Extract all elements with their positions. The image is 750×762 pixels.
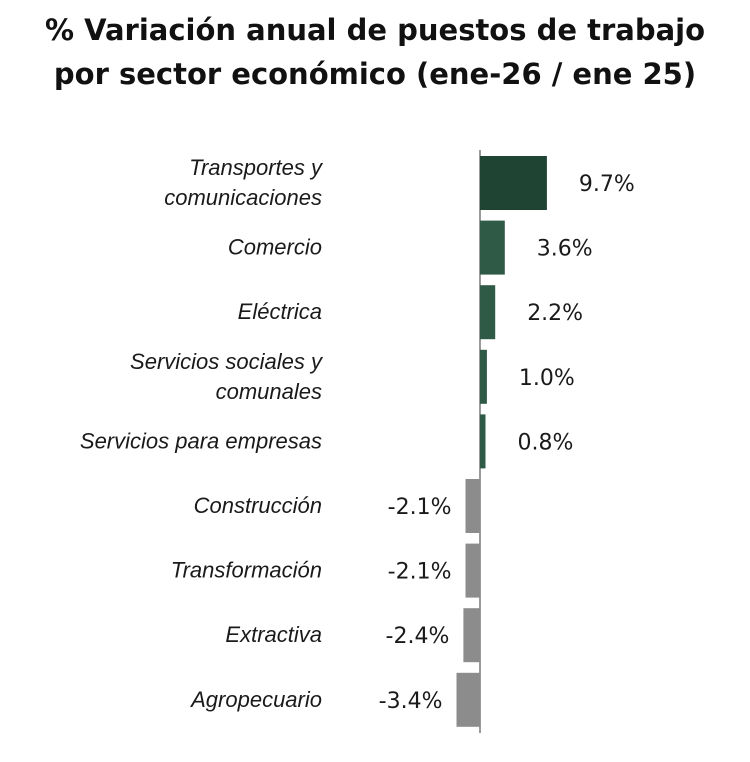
category-label-1-line-0: Comercio [228,235,322,260]
category-label-3-line-0: Servicios sociales y [130,349,324,374]
bar-1 [480,220,505,275]
value-label-1: 3.6% [537,237,593,262]
category-label-2-line-0: Eléctrica [238,299,322,324]
bar-2 [480,285,496,340]
category-label-0-line-1: comunicaciones [164,185,322,210]
bar-5 [465,479,480,533]
chart-title: % Variación anual de puestos de trabajo … [0,8,750,96]
category-label-0-line-0: Transportes y [189,155,324,180]
bar-4 [480,414,486,469]
value-label-2: 2.2% [527,301,583,326]
bar-3 [480,349,487,404]
bar-8 [456,672,480,727]
value-label-4: 0.8% [518,430,574,455]
value-label-6: -2.1% [388,560,452,585]
value-label-5: -2.1% [388,495,452,520]
bar-6 [465,543,480,598]
category-label-3-line-1: comunales [216,379,322,404]
chart-title-line-1: % Variación anual de puestos de trabajo [44,13,706,47]
chart-title-line-2: por sector económico (ene-26 / ene 25) [53,57,697,91]
bar-0 [480,156,547,210]
value-label-0: 9.7% [579,172,635,197]
category-label-6-line-0: Transformación [171,558,322,583]
category-label-8-line-0: Agropecuario [189,687,322,712]
value-label-3: 1.0% [519,366,575,391]
category-label-4-line-0: Servicios para empresas [80,428,322,453]
category-label-7-line-0: Extractiva [225,622,322,647]
value-label-7: -2.4% [386,624,450,649]
category-label-5-line-0: Construcción [194,493,322,518]
value-label-8: -3.4% [379,689,443,714]
bar-7 [463,608,480,663]
